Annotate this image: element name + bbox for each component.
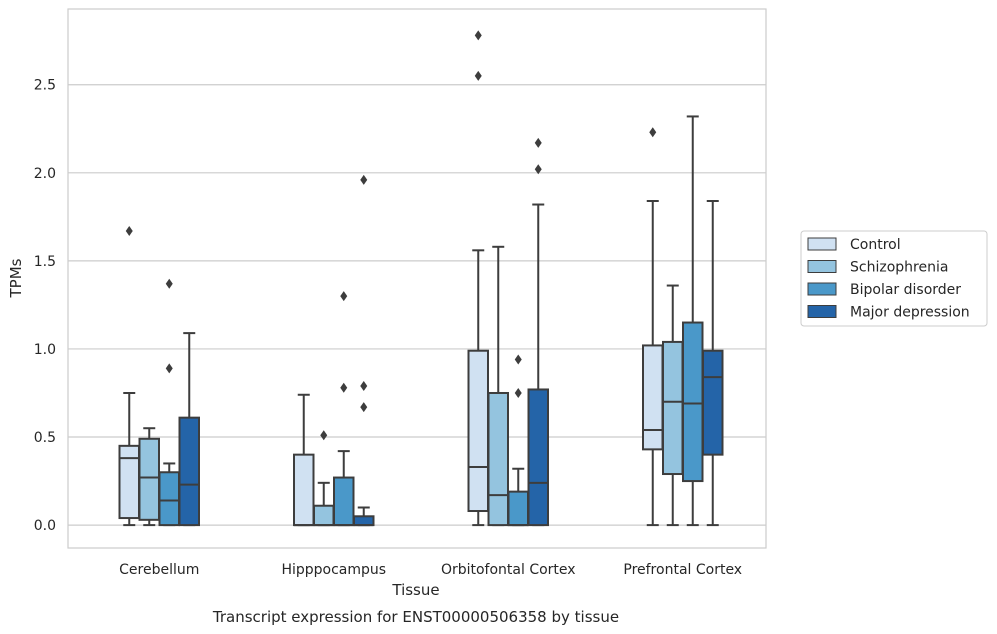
- y-tick-label: 1.5: [34, 254, 56, 270]
- y-axis-label: TPMs: [7, 258, 25, 298]
- legend-swatch: [807, 237, 837, 251]
- box-iqr: [662, 340, 684, 476]
- y-axis-ticks: 0.0 0.5 1.0 1.5 2.0 2.5: [34, 78, 56, 534]
- y-tick-label: 2.0: [34, 166, 56, 182]
- x-axis-label: Tissue: [391, 581, 439, 599]
- outlier-point: [474, 70, 482, 81]
- box-plot-area: [118, 30, 724, 527]
- outlier-point: [320, 430, 328, 441]
- box-iqr: [642, 344, 664, 451]
- legend-swatch: [807, 260, 837, 273]
- outlier-point: [340, 382, 348, 393]
- outlier-point: [474, 30, 482, 41]
- outlier-point: [649, 127, 657, 138]
- box-iqr: [702, 349, 724, 456]
- box-schizophrenia: [487, 245, 509, 527]
- outlier-point: [360, 402, 368, 413]
- box-schizophrenia: [313, 430, 335, 527]
- grid-lines: [68, 84, 766, 526]
- box-iqr: [293, 453, 315, 527]
- box-control: [467, 30, 489, 527]
- box-iqr: [682, 321, 704, 483]
- legend-label: Bipolar disorder: [850, 282, 961, 298]
- box-major-depression: [178, 332, 200, 527]
- box-iqr: [118, 444, 140, 520]
- outlier-point: [534, 137, 542, 148]
- box-schizophrenia: [662, 284, 684, 527]
- box-iqr: [353, 515, 375, 527]
- box-iqr: [138, 437, 160, 521]
- outlier-point: [514, 387, 522, 398]
- outlier-point: [165, 278, 173, 289]
- y-tick-label: 0.5: [34, 430, 56, 446]
- y-tick-label: 2.5: [34, 78, 56, 94]
- legend-swatch: [807, 282, 837, 296]
- x-tick-label: Prefrontal Cortex: [623, 562, 742, 578]
- box-bipolar-disorder: [682, 115, 704, 527]
- box-control: [118, 225, 140, 527]
- plot-frame: [67, 8, 767, 549]
- outlier-point: [360, 174, 368, 185]
- x-tick-label: Hipppocampus: [281, 562, 386, 578]
- legend-label: Schizophrenia: [850, 260, 948, 276]
- outlier-point: [514, 354, 522, 365]
- box-iqr: [527, 388, 549, 527]
- box-iqr: [507, 490, 529, 527]
- outlier-point: [125, 225, 133, 236]
- box-control: [642, 127, 664, 527]
- chart-caption: Transcript expression for ENST0000050635…: [212, 608, 619, 626]
- legend: Control Schizophrenia Bipolar disorder Majo…: [800, 230, 988, 327]
- x-tick-label: Cerebellum: [119, 562, 199, 578]
- box-iqr: [333, 476, 355, 527]
- box-major-depression: [353, 174, 375, 527]
- legend-frame: [800, 230, 988, 327]
- box-iqr: [178, 416, 200, 527]
- box-major-depression: [527, 137, 549, 527]
- legend-label: Major depression: [850, 305, 970, 321]
- box-iqr: [158, 471, 180, 527]
- box-major-depression: [702, 199, 724, 527]
- legend-swatch: [807, 305, 837, 318]
- box-bipolar-disorder: [158, 278, 180, 527]
- box-iqr: [487, 391, 509, 527]
- box-bipolar-disorder: [333, 291, 355, 527]
- x-axis-ticks: Cerebellum Hipppocampus Orbitofontal Corte…: [119, 562, 742, 578]
- box-control: [293, 393, 315, 527]
- y-tick-label: 0.0: [34, 518, 56, 534]
- outlier-point: [165, 363, 173, 374]
- outlier-point: [534, 164, 542, 175]
- box-schizophrenia: [138, 427, 160, 527]
- box-iqr: [313, 504, 335, 527]
- box-iqr: [467, 349, 489, 513]
- box-bipolar-disorder: [507, 354, 529, 527]
- outlier-point: [340, 291, 348, 302]
- outlier-point: [360, 380, 368, 391]
- y-tick-label: 1.0: [34, 342, 56, 358]
- legend-label: Control: [850, 237, 901, 253]
- x-tick-label: Orbitofontal Cortex: [441, 562, 576, 578]
